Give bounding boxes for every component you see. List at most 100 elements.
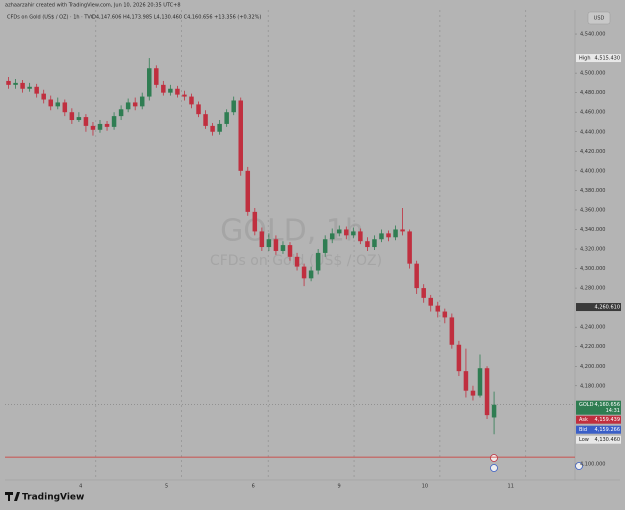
- candle-body: [224, 112, 229, 124]
- candle-body: [210, 125, 215, 132]
- candle-body: [161, 84, 166, 93]
- candle-body: [111, 116, 117, 127]
- y-tick-label: 4,100.000: [580, 461, 605, 467]
- candle-body: [308, 270, 314, 279]
- price-label-value: 4,159.439: [595, 417, 620, 423]
- candle-body: [287, 245, 293, 257]
- candle-body: [322, 239, 328, 253]
- price-label-box: [576, 303, 621, 312]
- flag-icon[interactable]: [490, 464, 498, 472]
- event-icon[interactable]: [490, 454, 498, 462]
- candle-body: [337, 229, 342, 234]
- price-label-countdown: 14:31: [606, 408, 620, 414]
- candle-body: [456, 344, 462, 372]
- candle-body: [125, 102, 131, 110]
- candle-body: [147, 68, 152, 97]
- y-tick-label: 4,320.000: [580, 247, 605, 253]
- candle-body: [90, 125, 96, 130]
- price-label-value: 4,160.656: [595, 402, 620, 408]
- x-tick-label: 9: [337, 484, 340, 490]
- candle-body: [280, 245, 286, 251]
- candle-body: [344, 229, 349, 236]
- candle-body: [315, 252, 321, 271]
- candle-body: [400, 229, 405, 232]
- currency-button[interactable]: [587, 11, 611, 25]
- y-tick-label: 4,380.000: [580, 188, 605, 194]
- y-tick-label: 4,240.000: [580, 325, 605, 331]
- candle-body: [407, 231, 412, 264]
- candle-body: [393, 229, 398, 238]
- symbol: CFDs on Gold (US$ / OZ) · 1h · TVC: [7, 15, 95, 21]
- candle-body: [477, 368, 483, 396]
- candle-body: [414, 263, 419, 289]
- candle-body: [182, 94, 187, 97]
- candle-body: [329, 233, 335, 240]
- x-tick-label: 10: [422, 484, 428, 490]
- candle-body: [168, 88, 173, 93]
- price-label-box: [576, 415, 621, 424]
- watermark-title: GOLD, 1h: [220, 214, 364, 249]
- y-tick-label: 4,300.000: [580, 266, 605, 272]
- candle-body: [196, 104, 201, 115]
- price-label-value: 4,515.430: [595, 56, 620, 62]
- y-tick-label: 4,200.000: [580, 364, 605, 370]
- candle-body: [97, 123, 103, 130]
- candle-body: [13, 82, 18, 85]
- candle-body: [301, 266, 307, 279]
- price-label-value: 4,260.610: [595, 305, 620, 311]
- price-label-box: [576, 400, 621, 415]
- currency[interactable]: USD: [594, 16, 605, 22]
- candle-body: [189, 96, 194, 105]
- candle-body: [48, 99, 53, 107]
- candle-body: [484, 368, 490, 416]
- y-tick-label: 4,480.000: [580, 90, 605, 96]
- candle-body: [76, 117, 82, 121]
- candle-body: [245, 170, 251, 212]
- y-tick-label: 4,440.000: [580, 129, 605, 135]
- candle-body: [27, 86, 32, 89]
- candle-body: [238, 100, 243, 171]
- x-tick-label: 6: [252, 484, 255, 490]
- candle-body: [217, 123, 222, 132]
- candle-body: [358, 231, 363, 242]
- y-tick-label: 4,400.000: [580, 168, 605, 174]
- candle-body: [259, 231, 265, 248]
- price-label-box: [576, 54, 621, 63]
- candle-body: [442, 311, 448, 318]
- candle-body: [421, 288, 426, 298]
- candle-body: [139, 96, 145, 107]
- candle-body: [175, 88, 180, 95]
- candle-body: [55, 102, 61, 107]
- candle-body: [351, 231, 356, 236]
- price-label-name: Ask: [579, 417, 588, 423]
- footer-logo: TradingView: [5, 492, 84, 503]
- candle-body: [365, 241, 370, 248]
- y-tick-label: 4,280.000: [580, 286, 605, 292]
- candle-body: [83, 117, 89, 126]
- candle-body: [34, 86, 39, 94]
- candle-body: [379, 233, 384, 240]
- candle-body: [6, 80, 11, 85]
- candle-body: [203, 114, 208, 126]
- x-tick-label: 11: [508, 484, 514, 490]
- y-tick-label: 4,360.000: [580, 207, 605, 213]
- candle-body: [69, 112, 75, 121]
- candle-body: [118, 109, 124, 117]
- price-label-box: [576, 435, 621, 444]
- y-tick-label: 4,420.000: [580, 149, 605, 155]
- candle-body: [386, 233, 391, 238]
- candle-body: [20, 82, 25, 89]
- candle-body: [491, 404, 497, 418]
- candle-body: [273, 239, 279, 251]
- price-label-box: [576, 425, 621, 434]
- y-tick-label: 4,340.000: [580, 227, 605, 233]
- flag-icon[interactable]: [575, 462, 583, 470]
- candle-body: [266, 239, 272, 248]
- candle-body: [154, 68, 159, 85]
- candle-body: [372, 239, 377, 248]
- price-label-name: High: [579, 56, 591, 62]
- y-tick-label: 4,220.000: [580, 344, 605, 350]
- y-tick-label: 4,500.000: [580, 71, 605, 77]
- candle-body: [435, 305, 441, 312]
